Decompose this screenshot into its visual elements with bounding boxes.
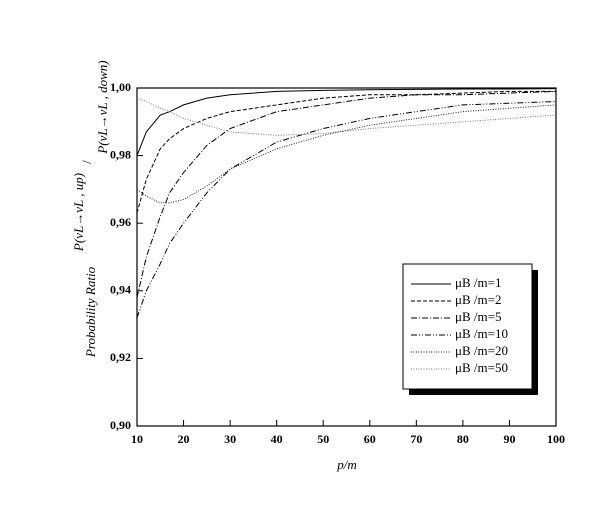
x-tick-label: 90 xyxy=(503,432,515,446)
series-line xyxy=(136,97,557,136)
y-axis-slash: / xyxy=(79,160,94,164)
y-tick-label: 0,98 xyxy=(110,147,131,161)
x-tick-label: 100 xyxy=(547,432,565,446)
x-tick-label: 10 xyxy=(131,432,143,446)
legend-label: μB /m=10 xyxy=(455,326,508,341)
x-tick-label: 70 xyxy=(410,432,422,446)
legend-box xyxy=(402,263,533,390)
series-line xyxy=(136,90,556,214)
x-tick-label: 40 xyxy=(271,432,283,446)
x-tick-label: 30 xyxy=(224,432,236,446)
x-tick-label: 50 xyxy=(317,432,329,446)
legend-label: μB /m=5 xyxy=(455,309,501,324)
y-axis-title: Probability Ratio xyxy=(83,266,98,358)
y-axis-denominator: P(νL→νL , down) xyxy=(95,60,110,154)
plot-frame xyxy=(136,87,557,427)
x-tick-label: 20 xyxy=(178,432,190,446)
y-tick-label: 0,96 xyxy=(110,215,131,229)
series-line xyxy=(136,88,557,156)
x-axis-label: p/m xyxy=(336,457,357,472)
legend-label: μB /m=2 xyxy=(455,292,501,307)
legend-label: μB /m=50 xyxy=(455,360,508,375)
y-tick-label: 1,00 xyxy=(110,80,131,94)
y-tick-label: 0,90 xyxy=(110,418,131,432)
y-tick-label: 0,92 xyxy=(110,350,131,364)
y-axis-numerator: P(νL→νL , up) xyxy=(71,173,86,252)
series-line xyxy=(136,90,557,298)
series-line xyxy=(136,101,557,319)
y-axis-label: Probability Ratio P(νL→νL , up) / P(νL→ν… xyxy=(71,60,110,358)
x-tick-label: 80 xyxy=(457,432,469,446)
x-tick-label: 60 xyxy=(364,432,376,446)
y-tick-label: 0,94 xyxy=(110,283,131,297)
legend-label: μB /m=1 xyxy=(455,275,501,290)
legend-label: μB /m=20 xyxy=(455,343,508,358)
